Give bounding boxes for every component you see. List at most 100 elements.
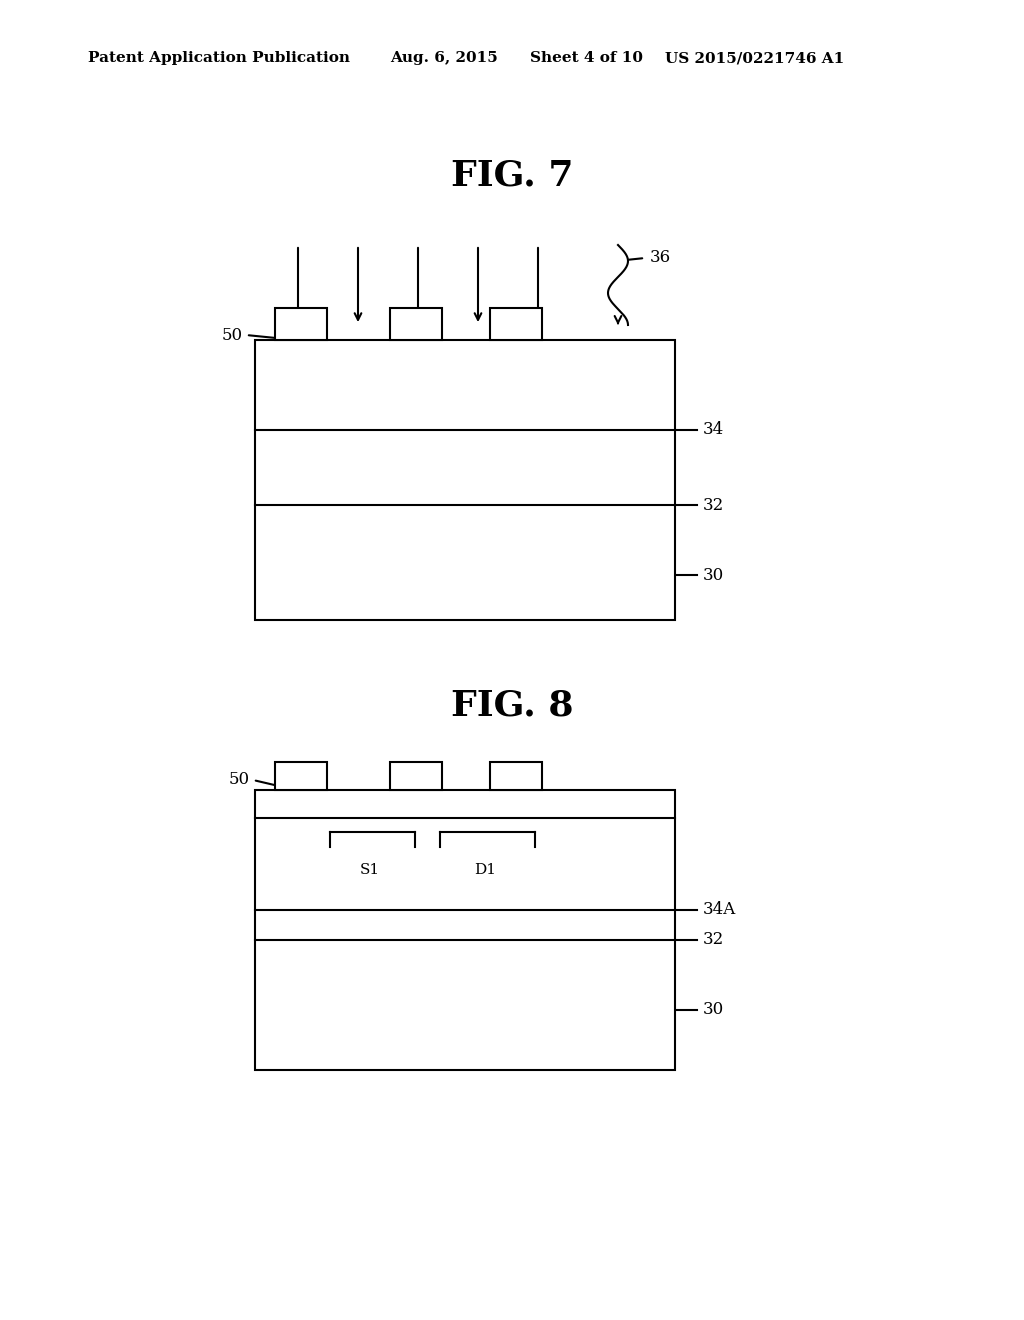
- Point: [392, 867, 409, 888]
- Point: [482, 875, 499, 896]
- Point: [252, 828, 268, 849]
- Point: [372, 867, 388, 888]
- Point: [322, 820, 338, 841]
- Point: [502, 820, 518, 841]
- Point: [562, 843, 579, 865]
- Point: [492, 851, 508, 873]
- Text: FIG. 8: FIG. 8: [451, 688, 573, 722]
- Point: [361, 812, 378, 833]
- Point: [592, 836, 608, 857]
- Point: [482, 859, 499, 880]
- Point: [441, 812, 458, 833]
- Point: [252, 843, 268, 865]
- Point: [262, 828, 279, 849]
- Point: [262, 875, 279, 896]
- Point: [542, 851, 558, 873]
- Point: [332, 828, 348, 849]
- Point: [262, 859, 279, 880]
- Point: [492, 875, 508, 896]
- Point: [292, 851, 308, 873]
- Text: 34: 34: [703, 421, 724, 438]
- Point: [472, 883, 488, 904]
- Point: [382, 891, 398, 912]
- Point: [531, 867, 548, 888]
- Point: [622, 875, 638, 896]
- Point: [592, 851, 608, 873]
- Point: [512, 883, 528, 904]
- Point: [282, 859, 298, 880]
- Point: [472, 812, 488, 833]
- Point: [502, 859, 518, 880]
- Point: [271, 851, 288, 873]
- Point: [252, 836, 268, 857]
- Point: [252, 859, 268, 880]
- Point: [652, 820, 669, 841]
- Point: [662, 828, 678, 849]
- Point: [452, 883, 468, 904]
- Point: [292, 859, 308, 880]
- Point: [401, 875, 418, 896]
- Point: [262, 883, 279, 904]
- Point: [632, 859, 648, 880]
- Point: [462, 883, 478, 904]
- Point: [322, 836, 338, 857]
- Point: [592, 875, 608, 896]
- Point: [422, 820, 438, 841]
- Bar: [275, 762, 327, 789]
- Point: [352, 843, 369, 865]
- Point: [462, 875, 478, 896]
- Point: [642, 875, 658, 896]
- Point: [472, 836, 488, 857]
- Point: [372, 883, 388, 904]
- Point: [582, 843, 598, 865]
- Point: [652, 859, 669, 880]
- Point: [372, 843, 388, 865]
- Point: [382, 867, 398, 888]
- Point: [531, 883, 548, 904]
- Point: [602, 843, 618, 865]
- Point: [482, 883, 499, 904]
- Point: [382, 843, 398, 865]
- Point: [662, 843, 678, 865]
- Point: [531, 875, 548, 896]
- Point: [622, 867, 638, 888]
- Point: [462, 828, 478, 849]
- Point: [562, 883, 579, 904]
- Point: [332, 843, 348, 865]
- Point: [472, 875, 488, 896]
- Point: [382, 859, 398, 880]
- Point: [452, 828, 468, 849]
- Point: [311, 820, 328, 841]
- Point: [571, 859, 588, 880]
- Point: [322, 867, 338, 888]
- Point: [582, 859, 598, 880]
- Point: [602, 812, 618, 833]
- Point: [432, 836, 449, 857]
- Point: [492, 836, 508, 857]
- Point: [571, 851, 588, 873]
- Point: [582, 883, 598, 904]
- Point: [382, 851, 398, 873]
- Point: [632, 891, 648, 912]
- Point: [271, 875, 288, 896]
- Point: [531, 812, 548, 833]
- Point: [622, 836, 638, 857]
- Point: [252, 891, 268, 912]
- Point: [571, 820, 588, 841]
- Point: [262, 820, 279, 841]
- Point: [382, 828, 398, 849]
- Point: [412, 836, 428, 857]
- Point: [562, 851, 579, 873]
- Point: [492, 843, 508, 865]
- Point: [611, 843, 628, 865]
- Text: 36: 36: [650, 249, 671, 267]
- Point: [342, 891, 358, 912]
- Point: [322, 859, 338, 880]
- Point: [432, 851, 449, 873]
- Point: [632, 820, 648, 841]
- Point: [332, 859, 348, 880]
- Point: [512, 836, 528, 857]
- Point: [282, 875, 298, 896]
- Point: [401, 843, 418, 865]
- Point: [392, 828, 409, 849]
